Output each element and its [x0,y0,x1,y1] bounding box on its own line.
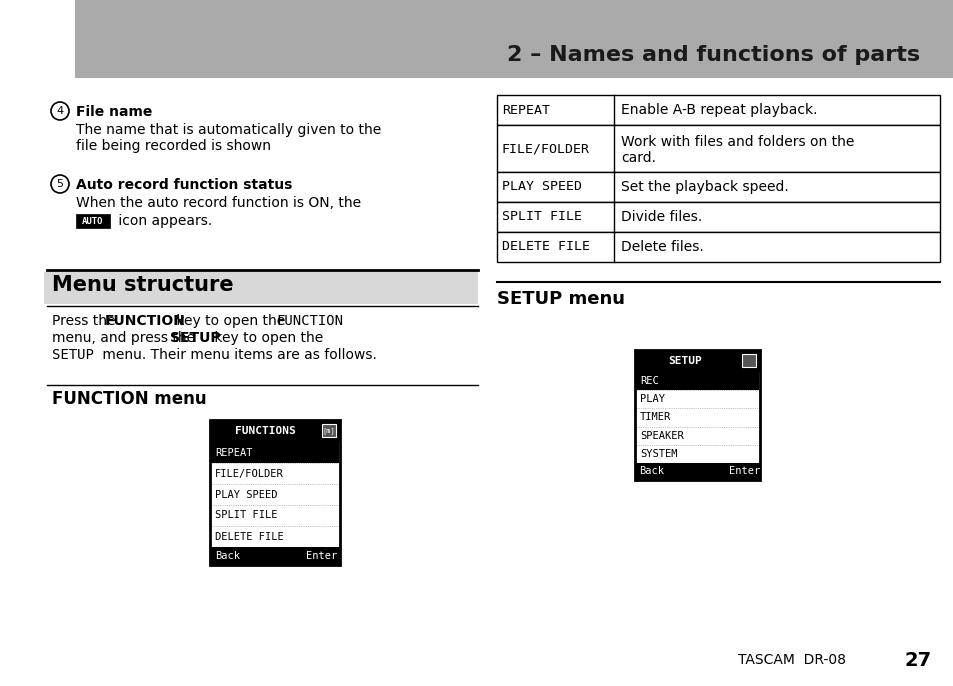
Bar [635,463,760,480]
Bar [497,95,939,125]
Text: FILE/FOLDER: FILE/FOLDER [214,469,283,479]
Bar [76,214,110,228]
Bar [635,350,760,480]
Text: Back: Back [215,551,240,561]
Text: PLAY: PLAY [639,394,664,404]
Text: Divide files.: Divide files. [620,210,701,224]
Text: TIMER: TIMER [639,412,671,423]
Bar [497,232,939,262]
Text: Auto record function status: Auto record function status [76,178,292,192]
Text: SETUP menu: SETUP menu [497,290,624,308]
Bar [210,420,339,442]
Text: FUNCTION: FUNCTION [275,314,343,328]
Text: REC: REC [639,376,659,386]
Bar [635,350,760,372]
Text: FUNCTION menu: FUNCTION menu [52,390,207,408]
Bar [211,442,338,463]
Text: SETUP: SETUP [667,356,701,366]
Text: FUNCTIONS: FUNCTIONS [234,426,295,436]
Text: AUTO: AUTO [82,217,104,226]
Text: file being recorded is shown: file being recorded is shown [76,139,271,153]
Text: key to open the: key to open the [172,314,290,328]
Bar [497,125,939,172]
Text: TASCAM  DR-08: TASCAM DR-08 [738,653,845,667]
Text: 5: 5 [56,179,64,189]
Text: PLAY SPEED: PLAY SPEED [501,180,581,193]
Text: 2 – Names and functions of parts: 2 – Names and functions of parts [506,45,919,65]
Text: REPEAT: REPEAT [214,447,253,458]
Text: key to open the: key to open the [210,331,323,345]
Bar [497,202,939,232]
Text: card.: card. [620,150,656,165]
Text: [m]: [m] [322,427,335,434]
Text: SETUP: SETUP [52,348,93,362]
Text: Set the playback speed.: Set the playback speed. [620,180,788,194]
Bar [210,420,339,565]
Text: Enter: Enter [306,551,337,561]
Text: SETUP: SETUP [170,331,220,345]
Text: SPEAKER: SPEAKER [639,431,683,440]
Text: 27: 27 [904,650,931,670]
Bar [210,547,339,565]
Text: FUNCTION: FUNCTION [105,314,186,328]
Bar [44,272,477,304]
Text: File name: File name [76,105,152,119]
Text: menu, and press the: menu, and press the [52,331,199,345]
Text: menu. Their menu items are as follows.: menu. Their menu items are as follows. [98,348,376,362]
Bar [322,424,335,437]
Text: REPEAT: REPEAT [501,104,550,117]
Text: Enter: Enter [729,466,760,477]
Text: PLAY SPEED: PLAY SPEED [214,490,277,499]
Text: SPLIT FILE: SPLIT FILE [214,510,277,521]
Bar [741,354,755,367]
Text: Press the: Press the [52,314,120,328]
Text: Back: Back [639,466,664,477]
Bar [636,372,759,390]
Text: DELETE FILE: DELETE FILE [214,532,283,541]
Text: The name that is automatically given to the: The name that is automatically given to … [76,123,381,137]
Text: icon appears.: icon appears. [113,214,212,228]
Text: DELETE FILE: DELETE FILE [501,241,589,254]
Text: SPLIT FILE: SPLIT FILE [501,211,581,224]
Text: FILE/FOLDER: FILE/FOLDER [501,142,589,155]
Text: Menu structure: Menu structure [52,275,233,295]
Bar [497,172,939,202]
Text: SYSTEM: SYSTEM [639,449,677,459]
Text: Delete files.: Delete files. [620,240,703,254]
Text: Enable A-B repeat playback.: Enable A-B repeat playback. [620,103,817,117]
Text: Work with files and folders on the: Work with files and folders on the [620,134,854,148]
Text: 4: 4 [56,106,64,116]
Bar [75,0,953,78]
Text: When the auto record function is ON, the: When the auto record function is ON, the [76,196,361,210]
